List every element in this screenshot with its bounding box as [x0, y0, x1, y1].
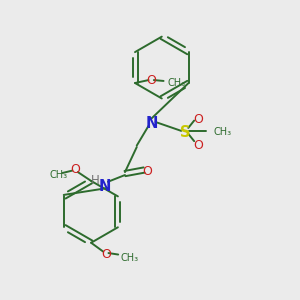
Text: O: O: [70, 163, 80, 176]
Text: CH₃: CH₃: [50, 169, 68, 180]
Text: O: O: [101, 248, 111, 261]
Text: N: N: [98, 179, 110, 194]
Text: CH₃: CH₃: [167, 77, 185, 88]
Text: N: N: [145, 116, 158, 131]
Text: O: O: [193, 139, 202, 152]
Text: S: S: [180, 125, 190, 140]
Text: O: O: [143, 165, 153, 178]
Text: CH₃: CH₃: [121, 254, 139, 263]
Text: O: O: [193, 112, 202, 126]
Text: CH₃: CH₃: [213, 128, 231, 137]
Text: H: H: [91, 174, 100, 188]
Text: O: O: [146, 74, 156, 87]
